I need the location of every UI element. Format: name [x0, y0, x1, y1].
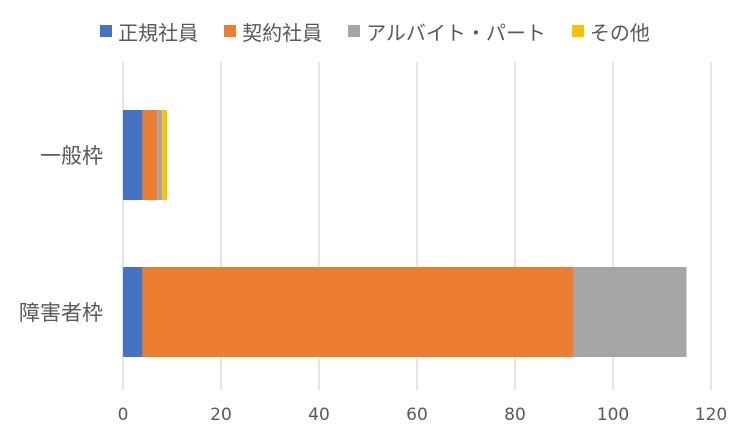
legend-swatch: [100, 25, 113, 37]
category-label: 一般枠: [40, 144, 103, 168]
bar-segment: [573, 267, 687, 357]
legend-item: アルバイト・パート: [348, 17, 546, 46]
x-tick-label: 0: [118, 405, 129, 425]
legend-label: 契約社員: [242, 20, 323, 45]
x-tick-label: 80: [504, 405, 526, 425]
legend-item: 正規社員: [100, 17, 198, 46]
legend-item: 契約社員: [224, 17, 322, 46]
bar-segment: [142, 110, 158, 200]
bar-segment: [157, 110, 163, 200]
legend-label: その他: [589, 20, 650, 45]
bar-segment: [123, 110, 143, 200]
x-tick-label: 120: [695, 405, 727, 425]
bar-segment: [162, 110, 168, 200]
chart-legend: 正規社員 契約社員 アルバイト・パート その他: [0, 14, 750, 48]
legend-label: 正規社員: [118, 20, 199, 45]
x-tick-label: 20: [210, 405, 232, 425]
bar-segment: [142, 267, 574, 357]
legend-swatch: [571, 25, 584, 37]
x-tick-label: 40: [308, 405, 330, 425]
legend-item: その他: [571, 17, 650, 46]
legend-swatch: [348, 25, 361, 37]
legend-swatch: [224, 25, 237, 37]
x-tick-label: 60: [406, 405, 428, 425]
category-label: 障害者枠: [19, 301, 103, 325]
x-tick-label: 100: [597, 405, 629, 425]
bar-segment: [123, 267, 143, 357]
legend-label: アルバイト・パート: [366, 20, 546, 45]
